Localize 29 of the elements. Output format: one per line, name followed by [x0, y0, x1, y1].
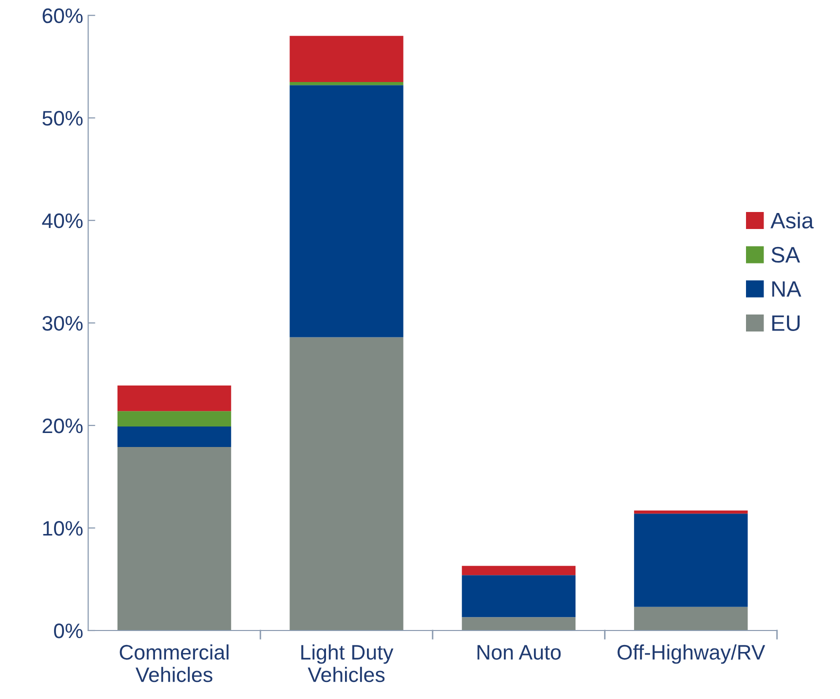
y-tick-label: 40%	[42, 213, 83, 228]
bar	[462, 617, 576, 630]
x-tick-label: Light Duty Vehicles	[301, 644, 394, 682]
bar	[290, 85, 404, 338]
x-tick-label: Non Auto	[478, 645, 561, 660]
bar	[117, 446, 232, 630]
y-tick-label: 50%	[42, 110, 83, 126]
y-tick-label: 30%	[42, 316, 83, 331]
bar	[117, 426, 232, 447]
bar	[462, 566, 576, 576]
y-tick-label: 10%	[43, 520, 83, 536]
bar	[634, 514, 748, 607]
bar	[634, 510, 748, 514]
legend-label: SA	[771, 246, 800, 263]
y-tick-label: 20%	[42, 418, 83, 434]
bar	[462, 575, 576, 618]
legend-label: EU	[772, 315, 800, 332]
bar	[117, 411, 232, 426]
legend-label: NA	[772, 281, 802, 297]
y-tick-label: 0%	[54, 624, 83, 638]
bar	[290, 82, 404, 86]
legend-label: Asia	[770, 212, 814, 229]
bar	[634, 606, 748, 630]
bar	[290, 36, 404, 82]
x-tick-label: Commercial Vehicles	[120, 644, 228, 682]
x-tick-label: Off-Highway/RV	[618, 644, 766, 664]
y-tick-label: 60%	[42, 8, 83, 24]
bar	[117, 385, 232, 412]
bar	[290, 337, 404, 630]
